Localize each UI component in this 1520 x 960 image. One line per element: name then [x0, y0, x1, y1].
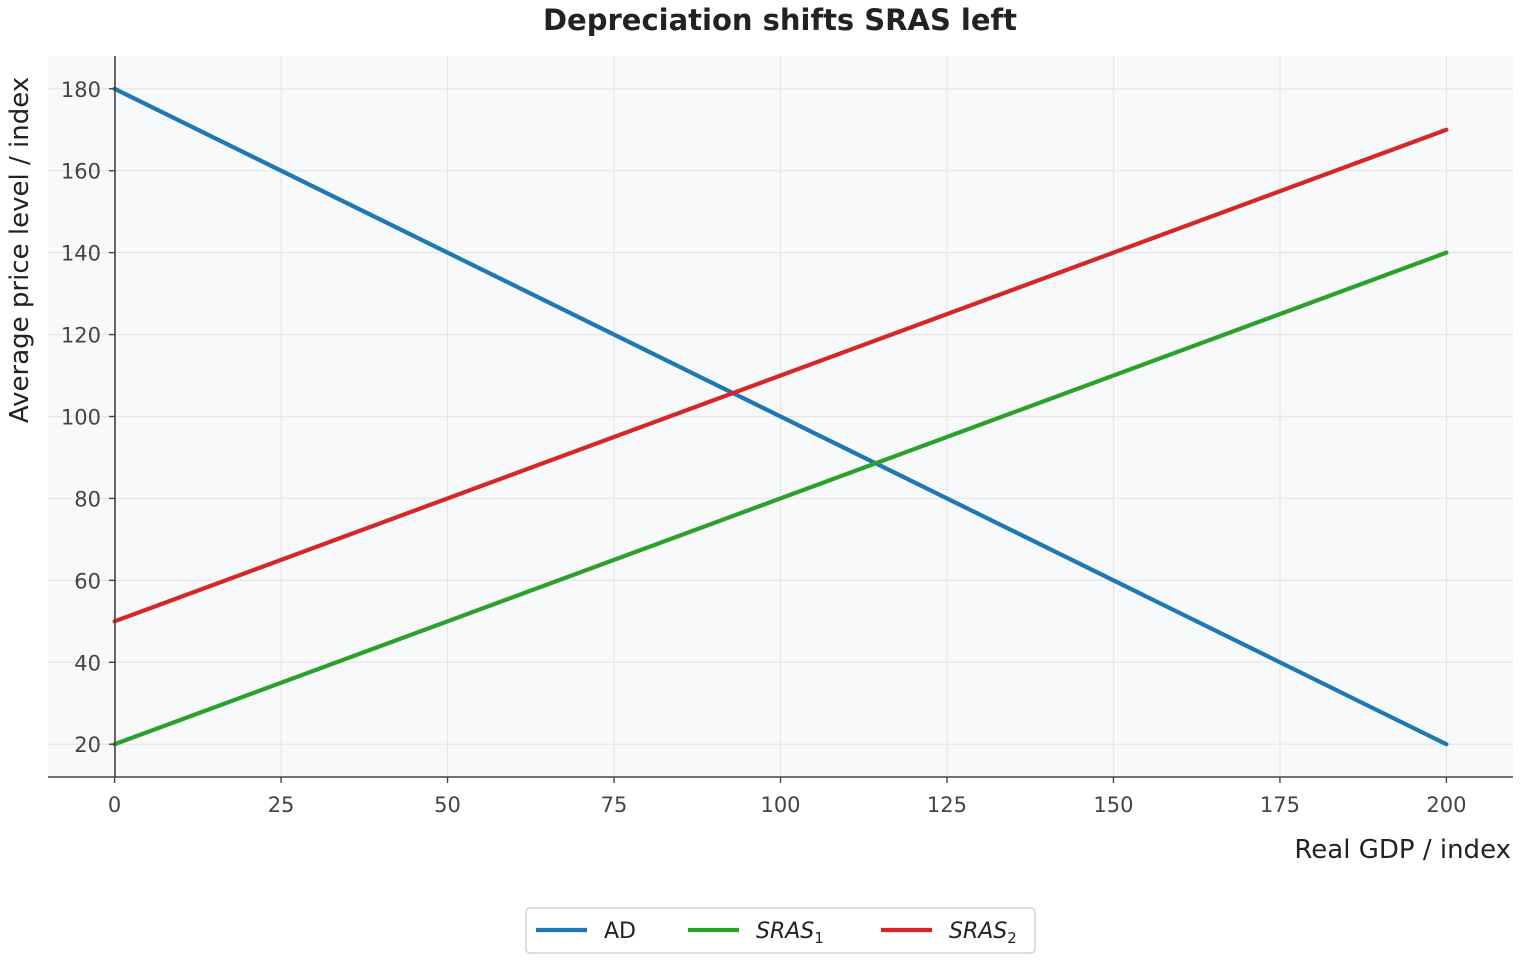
y-tick-label: 160 [61, 160, 101, 184]
x-tick-label: 175 [1260, 793, 1300, 817]
series-layer [112, 86, 1449, 747]
y-tick-label: 140 [61, 242, 101, 266]
chart-title: Depreciation shifts SRAS left [543, 3, 1017, 37]
y-tick-label: 40 [74, 651, 101, 675]
series-line-sras-2 [112, 127, 1449, 624]
legend-box [525, 907, 1036, 954]
series-line-ad [112, 86, 1449, 747]
legend-items: AD SRAS1 SRAS2 [536, 919, 1017, 947]
x-tick-label: 75 [601, 793, 628, 817]
y-tick-label: 180 [61, 78, 101, 102]
y-tick-label: 20 [74, 733, 101, 757]
x-tick-label: 200 [1426, 793, 1466, 817]
y-tick-label: 120 [61, 324, 101, 348]
x-tick-label: 100 [760, 793, 800, 817]
legend-label-sras-1: SRAS1 [756, 919, 824, 947]
x-tick-label: 25 [268, 793, 295, 817]
x-tick-label: 0 [108, 793, 121, 817]
ticks: 0 25 50 75 100 125 150 175 200 20 40 60 80 100 120 140 1… [61, 78, 1467, 817]
legend-label-sras-2: SRAS2 [949, 919, 1017, 947]
x-tick-label: 125 [927, 793, 967, 817]
legend: AD SRAS1 SRAS2 [525, 907, 1036, 954]
x-tick-label: 50 [434, 793, 461, 817]
y-tick-label: 60 [74, 569, 101, 593]
x-tick-label: 150 [1093, 793, 1133, 817]
x-axis-label: Real GDP / index [1294, 835, 1511, 865]
legend-label-ad: AD [604, 919, 636, 944]
y-tick-label: 100 [61, 406, 101, 430]
y-axis-label: Average price level / index [5, 77, 35, 423]
y-tick-label: 80 [74, 487, 101, 511]
series-line-sras-1 [112, 250, 1449, 747]
